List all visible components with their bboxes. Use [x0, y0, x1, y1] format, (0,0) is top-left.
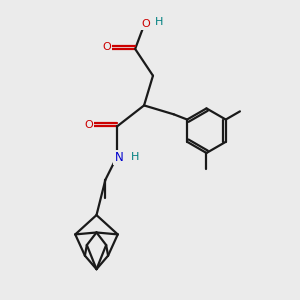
Text: O: O [141, 19, 150, 29]
Text: O: O [103, 43, 111, 52]
Text: H: H [155, 17, 163, 27]
Text: O: O [85, 120, 93, 130]
Text: H: H [131, 152, 139, 162]
Text: N: N [114, 151, 123, 164]
